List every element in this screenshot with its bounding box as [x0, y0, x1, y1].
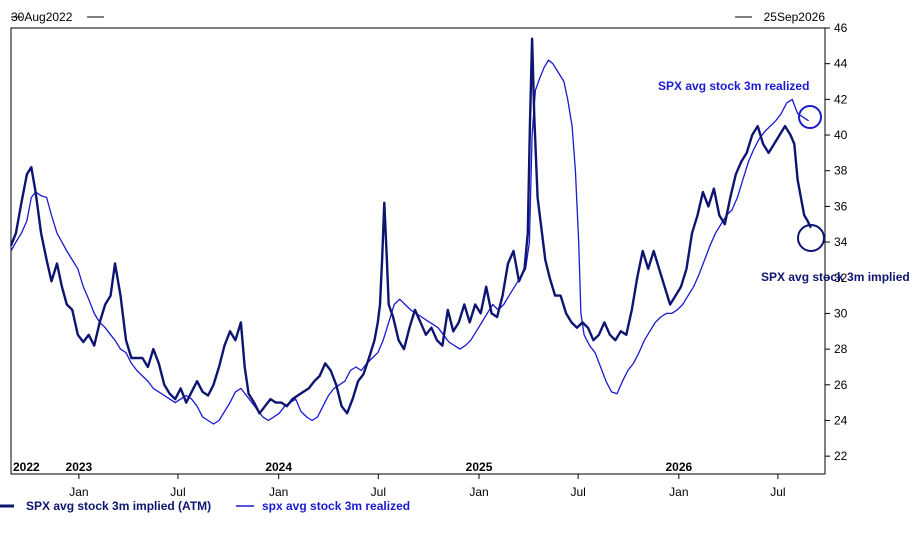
y-tick-label: 40 — [834, 128, 848, 142]
y-axis: 22 24 26 28 30 32 34 36 38 40 42 44 46 — [825, 21, 848, 463]
x-tick-label: Jul — [770, 485, 785, 499]
x-tick-label: Jul — [371, 485, 386, 499]
series-line-implied — [9, 37, 812, 415]
x-tick-label: Jan — [469, 485, 488, 499]
year-label: 2025 — [466, 460, 493, 474]
y-tick-label: 44 — [834, 57, 848, 71]
x-tick-label: Jan — [269, 485, 288, 499]
y-tick-label: 34 — [834, 235, 848, 249]
plot-frame — [10, 27, 826, 475]
y-tick-label: 42 — [834, 92, 848, 106]
y-tick-label: 24 — [834, 413, 848, 427]
legend-label-realized: spx avg stock 3m realized — [262, 499, 410, 513]
x-tick-label: Jan — [669, 485, 688, 499]
y-tick-label: 26 — [834, 378, 848, 392]
start-date-label: 30Aug2022 — [11, 10, 73, 24]
year-label: 2023 — [66, 460, 93, 474]
y-tick-label: 38 — [834, 164, 848, 178]
realized-annotation: SPX avg stock 3m realized — [658, 79, 809, 93]
series-line-realized — [10, 59, 809, 425]
implied-end-marker — [797, 224, 825, 252]
y-tick-label: 46 — [834, 21, 848, 35]
year-label: 2026 — [665, 460, 692, 474]
year-label: 2022 — [13, 460, 40, 474]
y-tick-label: 22 — [834, 449, 848, 463]
y-tick-label: 36 — [834, 199, 848, 213]
y-tick-label: 30 — [834, 306, 848, 320]
x-tick-label: Jul — [570, 485, 585, 499]
year-label: 2024 — [265, 460, 292, 474]
legend-label-implied: SPX avg stock 3m implied (ATM) — [26, 499, 211, 513]
y-tick-label: 28 — [834, 342, 848, 356]
realized-end-marker — [798, 105, 822, 129]
x-tick-label: Jul — [170, 485, 185, 499]
x-axis: Jan Jul Jan Jul Jan Jul Jan Jul 2022 2023 2024 2025… — [13, 460, 786, 499]
end-date-label: 25Sep2026 — [764, 10, 826, 24]
x-tick-label: Jan — [69, 485, 88, 499]
y-tick-label: 32 — [834, 271, 848, 285]
series-group — [9, 37, 812, 425]
implied-annotation: SPX avg stock 3m implied — [761, 270, 910, 284]
